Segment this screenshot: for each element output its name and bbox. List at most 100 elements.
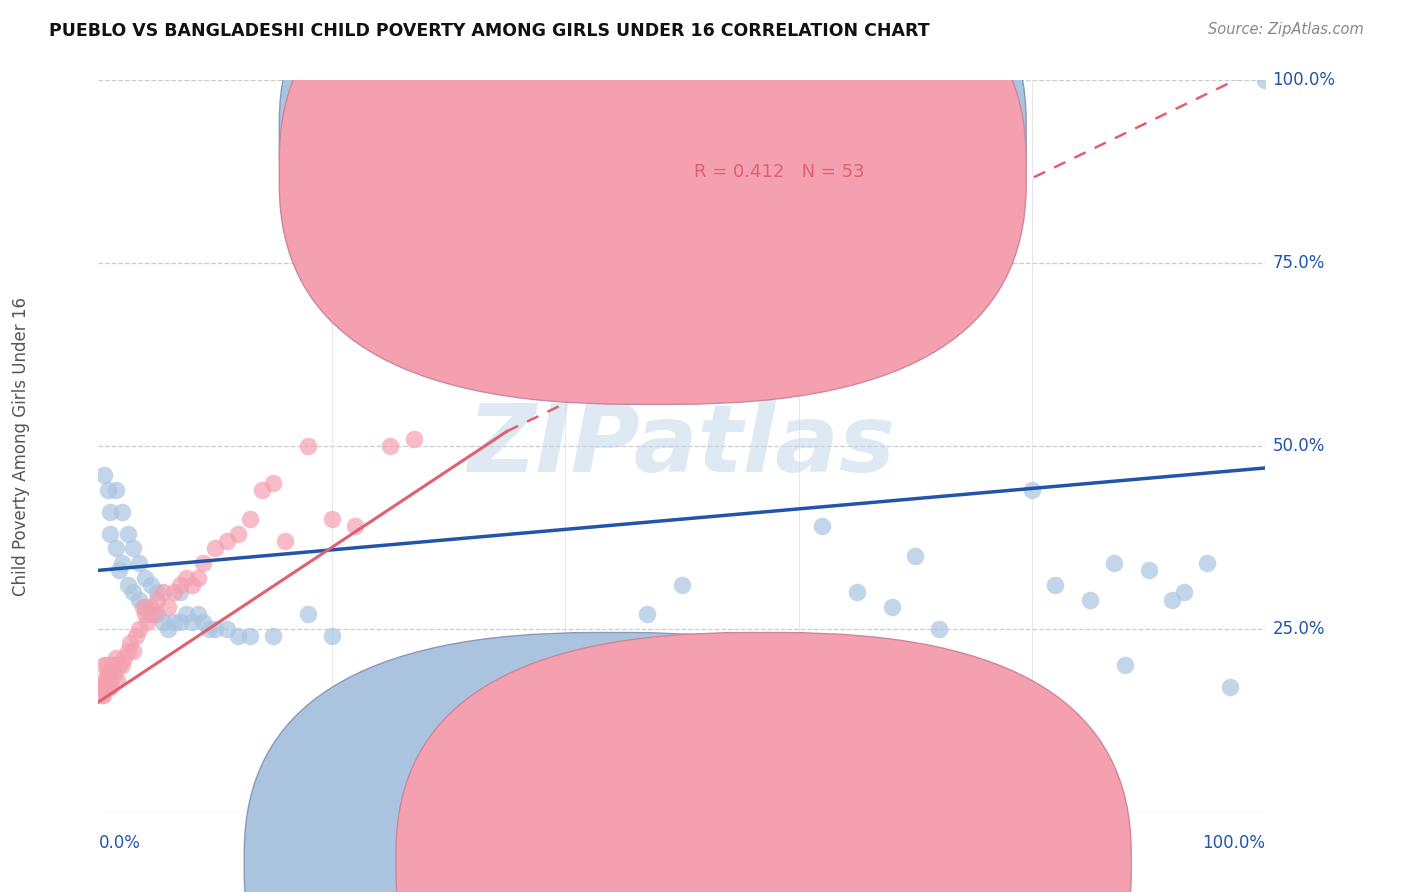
Point [96,673,118,687]
Point [97,483,120,497]
Point [180,615,202,629]
Point [811,519,834,533]
Text: R = 0.412   N = 53: R = 0.412 N = 53 [693,162,865,181]
Point [157,622,180,636]
Point [122,644,145,658]
Point [228,629,250,643]
Point [90,681,112,695]
Point [111,505,134,519]
Point [139,578,162,592]
Point [103,665,125,680]
Point [193,556,215,570]
Point [90,688,112,702]
Point [169,615,191,629]
Point [104,541,127,556]
Point [215,534,238,549]
Point [117,644,139,658]
Point [163,615,186,629]
Point [101,658,124,673]
Point [98,526,121,541]
Point [1195,556,1218,570]
Point [132,599,155,614]
Point [880,599,903,614]
Point [139,599,162,614]
Point [98,681,121,695]
Point [378,439,402,453]
Point [117,578,139,592]
Point [1219,681,1241,695]
Point [97,681,120,695]
Text: Child Poverty Among Girls Under 16: Child Poverty Among Girls Under 16 [13,296,30,596]
Text: 100.0%: 100.0% [1202,834,1265,852]
Point [98,665,121,680]
Text: 50.0%: 50.0% [1272,437,1324,455]
Point [1114,658,1136,673]
Point [143,607,166,622]
Point [128,622,150,636]
Point [187,571,209,585]
Point [262,475,284,490]
Text: Bangladeshis: Bangladeshis [790,854,901,871]
Text: Pueblo: Pueblo [637,854,693,871]
Text: R = 0.216   N = 58: R = 0.216 N = 58 [693,126,863,145]
Point [104,651,127,665]
Point [118,636,141,650]
Point [250,483,273,497]
Point [93,673,115,687]
Point [91,688,114,702]
Point [98,505,121,519]
Point [97,673,120,687]
Point [647,329,669,343]
Point [845,585,868,599]
Point [321,629,343,643]
Point [111,658,134,673]
Point [204,622,226,636]
Text: PUEBLO VS BANGLADESHI CHILD POVERTY AMONG GIRLS UNDER 16 CORRELATION CHART: PUEBLO VS BANGLADESHI CHILD POVERTY AMON… [49,22,929,40]
Point [169,578,191,592]
Point [1254,73,1277,87]
Text: 25.0%: 25.0% [1272,620,1324,638]
Point [128,556,150,570]
Point [239,629,262,643]
FancyBboxPatch shape [396,632,1132,892]
Point [108,563,131,577]
Point [402,432,425,446]
Point [928,622,950,636]
Point [204,541,226,556]
Point [134,571,156,585]
Point [152,585,174,599]
Point [174,607,197,622]
Point [93,468,115,483]
Point [193,615,215,629]
Point [100,673,122,687]
Point [297,439,319,453]
Point [139,607,162,622]
Point [146,607,169,622]
Point [146,585,169,599]
Point [1137,563,1160,577]
Point [671,578,693,592]
Point [136,615,159,629]
Point [125,629,148,643]
FancyBboxPatch shape [280,0,1026,368]
Point [111,556,134,570]
Point [1080,592,1102,607]
Point [297,607,319,622]
Point [1045,578,1067,592]
Point [163,585,186,599]
Point [274,534,297,549]
Point [122,541,145,556]
Point [104,658,127,673]
Text: Source: ZipAtlas.com: Source: ZipAtlas.com [1208,22,1364,37]
Point [96,658,118,673]
Point [112,651,135,665]
Text: ZIPatlas: ZIPatlas [468,400,896,492]
Point [97,665,120,680]
Point [128,592,150,607]
Point [1102,556,1125,570]
FancyBboxPatch shape [600,95,997,204]
Text: 75.0%: 75.0% [1272,254,1324,272]
Point [117,526,139,541]
Point [122,585,145,599]
Point [157,599,180,614]
